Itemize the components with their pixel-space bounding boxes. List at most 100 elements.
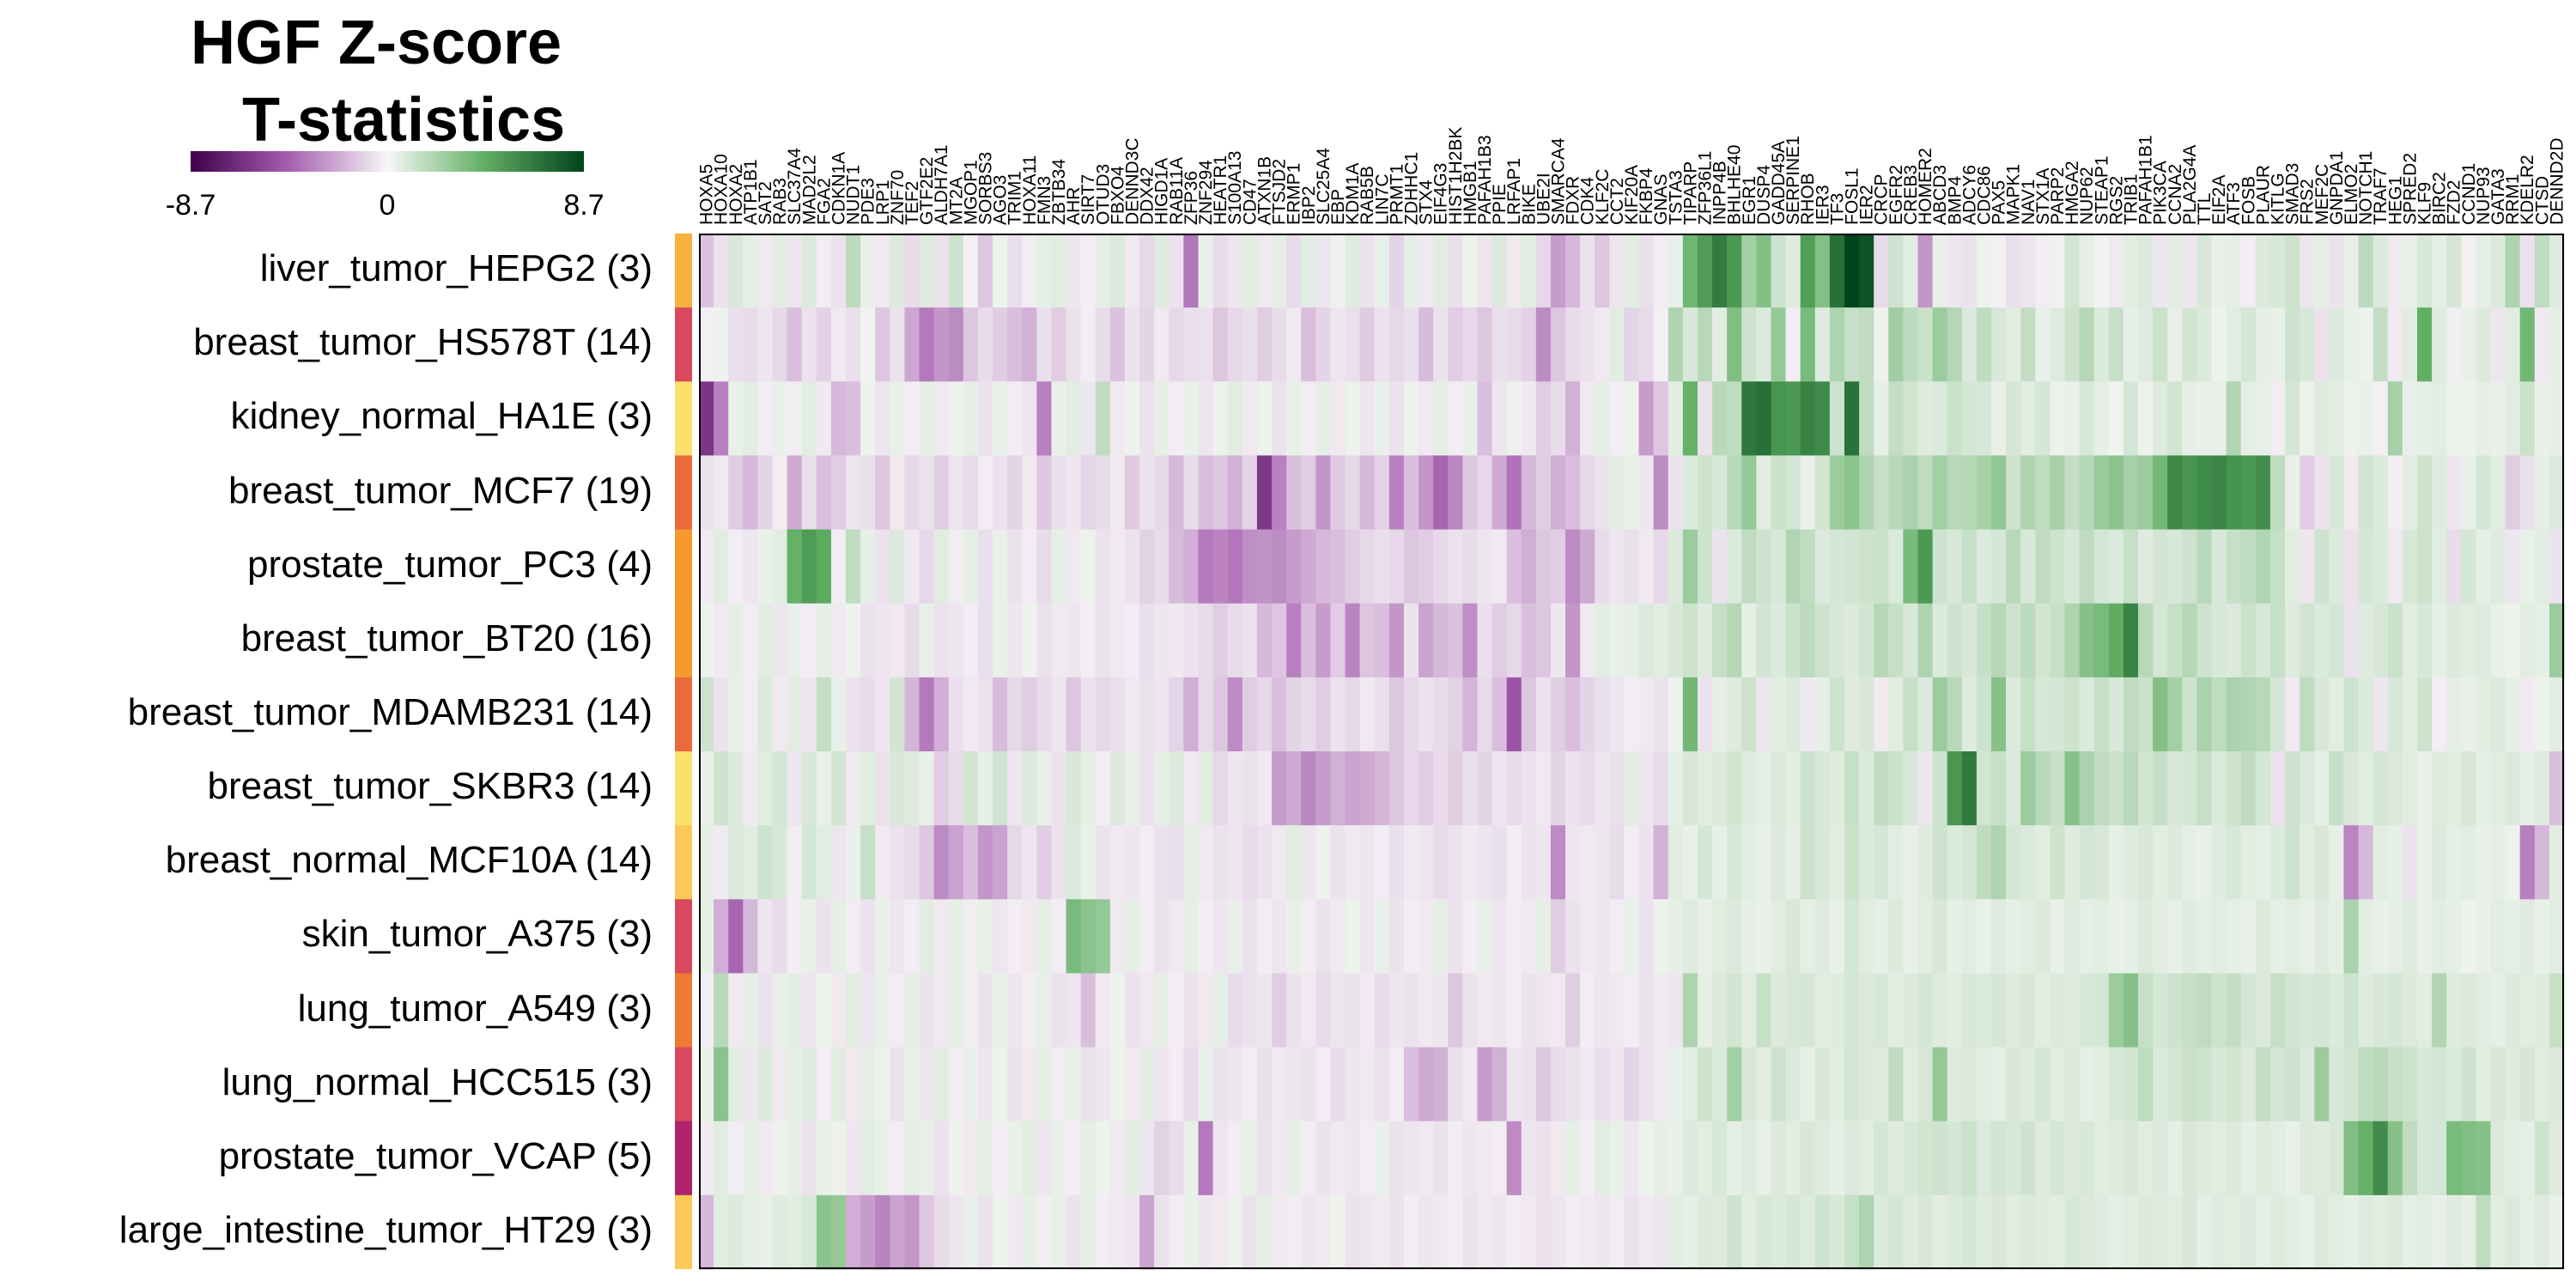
heatmap-cell <box>1888 234 1904 308</box>
heatmap-cell <box>1169 381 1184 457</box>
heatmap-cell <box>1301 899 1316 975</box>
heatmap-cell <box>1580 1194 1595 1270</box>
heatmap-cell <box>757 1121 774 1196</box>
heatmap-cell <box>1535 677 1552 752</box>
heatmap-cell <box>1212 1121 1229 1196</box>
heatmap-cell <box>1359 825 1376 900</box>
heatmap-cell <box>1976 1047 1992 1122</box>
heatmap-cell <box>1242 603 1258 678</box>
heatmap-cell <box>1345 899 1361 975</box>
heatmap-cell <box>1785 529 1801 605</box>
heatmap-cell <box>2255 677 2271 752</box>
heatmap-cell <box>2035 1047 2051 1122</box>
heatmap-cell <box>1668 1194 1684 1270</box>
heatmap-cell <box>1462 307 1479 382</box>
heatmap-cell <box>1227 1121 1243 1196</box>
heatmap-cell <box>2476 973 2492 1048</box>
heatmap-cell <box>1301 825 1316 900</box>
heatmap-cell <box>2343 381 2360 457</box>
heatmap-cell <box>2050 234 2066 308</box>
heatmap-cell <box>1697 825 1713 900</box>
heatmap-cell <box>2476 751 2492 826</box>
heatmap-cell <box>1227 899 1243 975</box>
heatmap-cell <box>728 677 744 752</box>
heatmap-cell <box>2182 603 2198 678</box>
row-color-sidebar <box>675 234 692 1269</box>
heatmap-cell <box>1609 455 1625 531</box>
heatmap-cell <box>1947 381 1963 457</box>
heatmap-cell <box>830 825 847 900</box>
heatmap-cell <box>1947 677 1963 752</box>
heatmap-cell <box>2269 1194 2286 1270</box>
heatmap-cell <box>2182 973 2198 1048</box>
heatmap-cell <box>963 307 979 382</box>
heatmap-cell <box>1917 1194 1934 1270</box>
heatmap-cell <box>714 1194 729 1270</box>
heatmap-cell <box>890 307 906 382</box>
heatmap-cell <box>1888 603 1904 678</box>
heatmap-cell <box>1785 603 1801 678</box>
heatmap-cell <box>1961 973 1978 1048</box>
heatmap-cell <box>816 899 832 975</box>
heatmap-cell <box>699 603 714 678</box>
heatmap-cell <box>2461 1121 2476 1196</box>
heatmap-cell <box>1903 1194 1919 1270</box>
heatmap-cell <box>699 1047 714 1122</box>
heatmap-cell <box>1198 234 1214 308</box>
heatmap-cell <box>1521 307 1537 382</box>
heatmap-cell <box>1814 603 1831 678</box>
column-label: KLF2C <box>1593 169 1613 225</box>
heatmap-cell <box>1154 603 1170 678</box>
heatmap-cell <box>1917 529 1934 605</box>
heatmap-cell <box>977 973 993 1048</box>
heatmap-cell <box>1462 603 1479 678</box>
heatmap-cell <box>1844 1121 1860 1196</box>
heatmap-cell <box>1624 751 1640 826</box>
heatmap-cell <box>1947 529 1963 605</box>
column-label: ABCD3 <box>1930 165 1950 225</box>
heatmap-cell <box>1359 1194 1376 1270</box>
heatmap-cell <box>2534 677 2550 752</box>
heatmap-cell <box>1095 1121 1111 1196</box>
heatmap-cell <box>1374 1121 1390 1196</box>
heatmap-cell <box>2343 455 2360 531</box>
heatmap-cell <box>1874 529 1889 605</box>
heatmap-cell <box>1961 1047 1978 1122</box>
heatmap-cell <box>1492 1047 1508 1122</box>
heatmap-cell <box>1271 899 1287 975</box>
heatmap-cell <box>743 307 759 382</box>
heatmap-cell <box>2446 1047 2462 1122</box>
heatmap-cell <box>1036 455 1053 531</box>
heatmap-cell <box>1712 1047 1728 1122</box>
heatmap-cell <box>2079 455 2095 531</box>
heatmap-cell <box>1066 973 1082 1048</box>
heatmap-cell <box>2211 307 2227 382</box>
heatmap-cell <box>2035 973 2051 1048</box>
heatmap-cell <box>1535 381 1552 457</box>
heatmap-cell <box>919 1121 935 1196</box>
heatmap-cell <box>1712 381 1728 457</box>
heatmap-cell <box>1154 381 1170 457</box>
row-sidebar-swatch <box>675 899 692 975</box>
heatmap-cell <box>948 899 964 975</box>
heatmap-cell <box>1550 1194 1566 1270</box>
heatmap-cell <box>728 1047 744 1122</box>
heatmap-cell <box>2255 603 2271 678</box>
heatmap-cell <box>1844 603 1860 678</box>
heatmap-cell <box>875 381 890 457</box>
heatmap-cell <box>2064 751 2081 826</box>
heatmap-cell <box>1007 455 1023 531</box>
heatmap-cell <box>1506 1121 1522 1196</box>
heatmap-cell <box>2402 677 2418 752</box>
heatmap-cell <box>2269 751 2286 826</box>
heatmap-cell <box>1741 751 1757 826</box>
heatmap-cell <box>1991 455 2007 531</box>
heatmap-cell <box>963 455 979 531</box>
heatmap-cell <box>1932 234 1948 308</box>
heatmap-cell <box>1256 751 1273 826</box>
heatmap-cell <box>2534 1121 2550 1196</box>
column-label: CCNA2 <box>2166 164 2185 225</box>
heatmap-cell <box>1169 899 1184 975</box>
heatmap-cell <box>1095 899 1111 975</box>
heatmap-cell <box>2211 973 2227 1048</box>
